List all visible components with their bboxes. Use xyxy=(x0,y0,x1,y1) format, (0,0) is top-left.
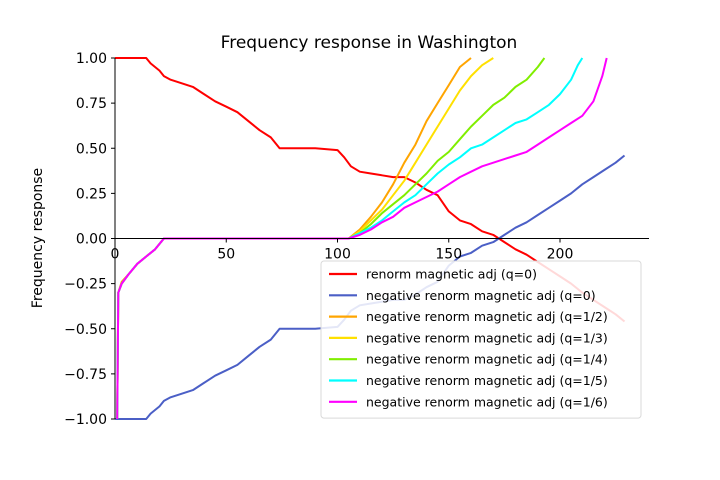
legend-label: negative renorm magnetic adj (q=1/6) xyxy=(366,394,608,409)
y-tick-label: −0.25 xyxy=(64,277,107,293)
x-tick-label: 0 xyxy=(111,247,120,263)
legend-label: negative renorm magnetic adj (q=1/5) xyxy=(366,373,608,388)
y-tick-label: −0.50 xyxy=(64,322,107,338)
y-tick-label: −1.00 xyxy=(64,412,107,428)
y-tick-label: −0.75 xyxy=(64,367,107,383)
legend-label: negative renorm magnetic adj (q=1/3) xyxy=(366,330,608,345)
chart-title: Frequency response in Washington xyxy=(221,33,518,53)
legend-box xyxy=(320,260,642,419)
legend: renorm magnetic adj (q=0) negative renorm… xyxy=(320,260,642,419)
x-tick-label: 50 xyxy=(217,247,235,263)
axes: 1.00 0.75 0.50 0.25 0.00 −0.25 −0.50 −0.75 −1.00… xyxy=(64,51,649,428)
legend-label: negative renorm magnetic adj (q=1/2) xyxy=(366,309,608,324)
x-tick-label: 200 xyxy=(547,247,574,263)
y-tick-label: 0.00 xyxy=(76,232,107,248)
plot-lines xyxy=(115,57,626,420)
y-tick-label: 0.50 xyxy=(76,141,107,157)
legend-label: negative renorm magnetic adj (q=0) xyxy=(366,288,596,303)
legend-label: renorm magnetic adj (q=0) xyxy=(366,267,537,282)
legend-label: negative renorm magnetic adj (q=1/4) xyxy=(366,352,608,367)
series-line-7 xyxy=(116,57,608,420)
x-tick-label: 100 xyxy=(324,247,351,263)
y-axis-label: Frequency response xyxy=(30,168,46,308)
y-tick-label: 1.00 xyxy=(76,51,107,67)
y-tick-label: 0.75 xyxy=(76,96,107,112)
y-tick-label: 0.25 xyxy=(76,186,107,202)
x-tick-label: 150 xyxy=(435,247,462,263)
